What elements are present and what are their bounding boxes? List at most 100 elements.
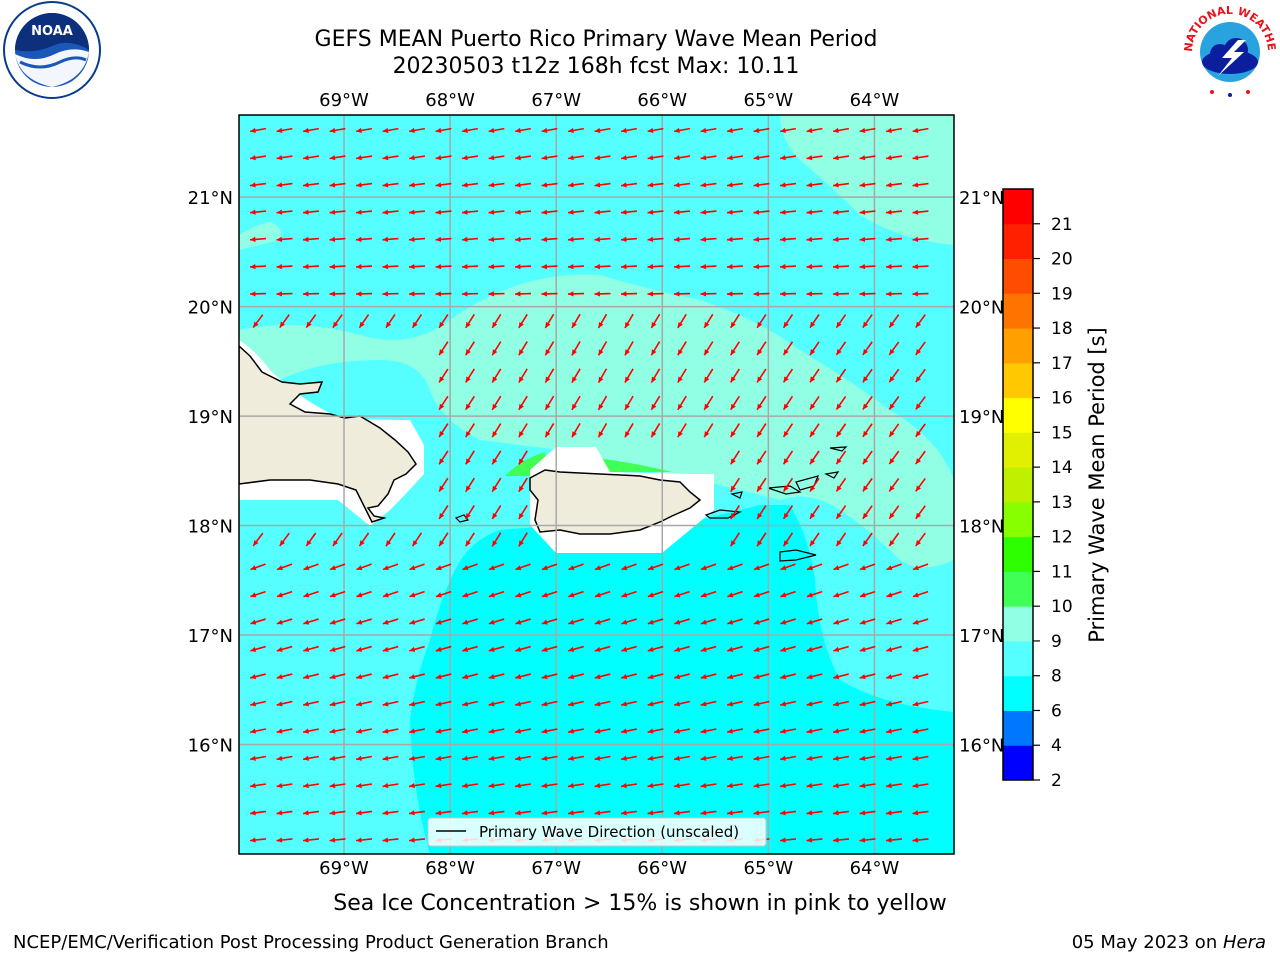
- wave-arrow-595: [832, 810, 850, 816]
- lat-label-right-5: 16°N: [959, 736, 1004, 757]
- wave-arrow-549: [302, 783, 320, 789]
- wave-arrow-124: [779, 236, 797, 243]
- wave-arrow-523: [302, 755, 320, 761]
- wave-arrow-539: [726, 755, 744, 761]
- wave-arrow-275: [703, 423, 714, 438]
- wave-arrow-306: [888, 477, 900, 492]
- colorbar-tick-8: 13: [1051, 493, 1073, 513]
- wave-arrow-434: [700, 645, 717, 652]
- wave-arrow-16: [673, 127, 691, 134]
- wave-arrow-464: [806, 673, 823, 680]
- wave-arrow-291: [809, 450, 820, 465]
- wave-arrow-343: [356, 563, 372, 571]
- wave-arrow-277: [756, 423, 767, 438]
- wave-arrow-223: [835, 341, 847, 356]
- wave-arrow-622: [859, 837, 876, 843]
- wave-arrow-398: [435, 618, 452, 625]
- wave-arrow-170: [620, 291, 638, 297]
- wave-arrow-163: [435, 291, 452, 297]
- colorbar-segment-13: [1003, 293, 1033, 329]
- wave-arrow-166: [514, 291, 532, 297]
- anegada-island: [829, 446, 848, 452]
- wave-arrow-501: [409, 728, 425, 734]
- wave-arrow-17: [700, 127, 717, 134]
- colorbar-segment-9: [1003, 432, 1033, 468]
- wave-arrow-374: [488, 590, 505, 598]
- wave-arrow-26: [249, 155, 267, 161]
- wave-arrow-220: [756, 341, 767, 356]
- wave-arrow-172: [673, 291, 691, 297]
- wave-arrow-25: [912, 127, 929, 134]
- wave-arrow-394: [329, 618, 346, 625]
- wave-arrow-579: [408, 810, 426, 816]
- wave-arrow-531: [514, 755, 532, 761]
- wave-arrow-270: [571, 422, 581, 438]
- latitude-labels-right: 21°N 20°N 19°N 18°N 17°N 16°N: [959, 188, 1004, 756]
- wave-arrow-311: [518, 504, 528, 520]
- wave-arrow-369: [356, 590, 372, 598]
- wave-arrow-64: [567, 182, 585, 188]
- wave-arrow-439: [833, 645, 849, 652]
- wave-arrow-363: [886, 563, 902, 571]
- wave-arrow-212: [544, 341, 555, 356]
- wave-arrow-621: [832, 837, 850, 843]
- wave-arrow-217: [677, 341, 687, 356]
- wave-arrow-0: [249, 127, 267, 134]
- lon-label-top-1: 68°W: [425, 90, 475, 111]
- wave-arrow-114: [514, 236, 532, 243]
- wave-arrow-159: [329, 291, 346, 297]
- wave-arrow-135: [382, 264, 399, 270]
- wave-arrow-236: [677, 368, 687, 383]
- wave-arrow-59: [435, 182, 452, 188]
- wave-arrow-98: [779, 209, 797, 215]
- wave-arrow-202: [782, 314, 794, 329]
- wave-arrow-245: [915, 368, 926, 383]
- wave-arrow-294: [888, 450, 900, 465]
- lat-label-left-2: 19°N: [188, 407, 233, 428]
- wave-arrow-516: [806, 728, 823, 734]
- wave-arrow-319: [915, 505, 926, 520]
- wave-arrow-80: [302, 209, 320, 215]
- wave-arrow-268: [518, 423, 528, 438]
- wave-arrow-345: [409, 563, 425, 571]
- wave-arrow-515: [780, 728, 796, 734]
- wave-arrow-431: [621, 645, 637, 652]
- wave-arrow-366: [276, 590, 293, 598]
- wave-arrow-382: [700, 590, 717, 598]
- wave-arrow-489: [780, 700, 796, 707]
- wave-arrow-540: [753, 755, 770, 761]
- wave-arrow-94: [673, 209, 691, 215]
- wave-arrow-570: [859, 783, 876, 789]
- wave-arrow-284: [438, 450, 449, 465]
- wave-arrow-600: [276, 837, 293, 843]
- wave-arrow-255: [677, 395, 687, 411]
- wave-arrow-506: [541, 728, 558, 734]
- wave-arrow-143: [594, 264, 611, 270]
- wave-arrow-8: [461, 127, 479, 134]
- wave-arrow-282: [888, 423, 900, 438]
- wave-arrow-231: [544, 368, 555, 383]
- wave-arrow-154: [885, 264, 903, 270]
- puerto-rico-land: [529, 469, 702, 535]
- wave-arrow-23: [859, 127, 876, 134]
- wave-arrow-467: [886, 673, 902, 680]
- lat-label-right-4: 17°N: [959, 626, 1004, 647]
- wave-arrow-586: [594, 810, 611, 816]
- culebra-island: [730, 491, 743, 499]
- wave-arrow-559: [567, 783, 585, 789]
- wave-arrow-438: [806, 645, 823, 652]
- wave-arrow-455: [568, 673, 584, 680]
- wave-arrow-397: [409, 618, 425, 625]
- wave-arrow-177: [806, 291, 823, 297]
- wave-arrow-373: [462, 590, 478, 598]
- wave-arrow-142: [567, 264, 585, 270]
- lon-label-bottom-1: 68°W: [425, 858, 475, 879]
- lon-label-top-0: 69°W: [319, 90, 369, 111]
- wave-arrow-371: [409, 590, 425, 598]
- wave-arrow-346: [435, 563, 452, 571]
- lon-label-top-5: 64°W: [850, 90, 900, 111]
- wave-arrow-483: [621, 700, 637, 707]
- wave-arrow-155: [912, 264, 929, 270]
- wave-arrow-387: [833, 590, 849, 598]
- wave-arrow-563: [673, 783, 691, 789]
